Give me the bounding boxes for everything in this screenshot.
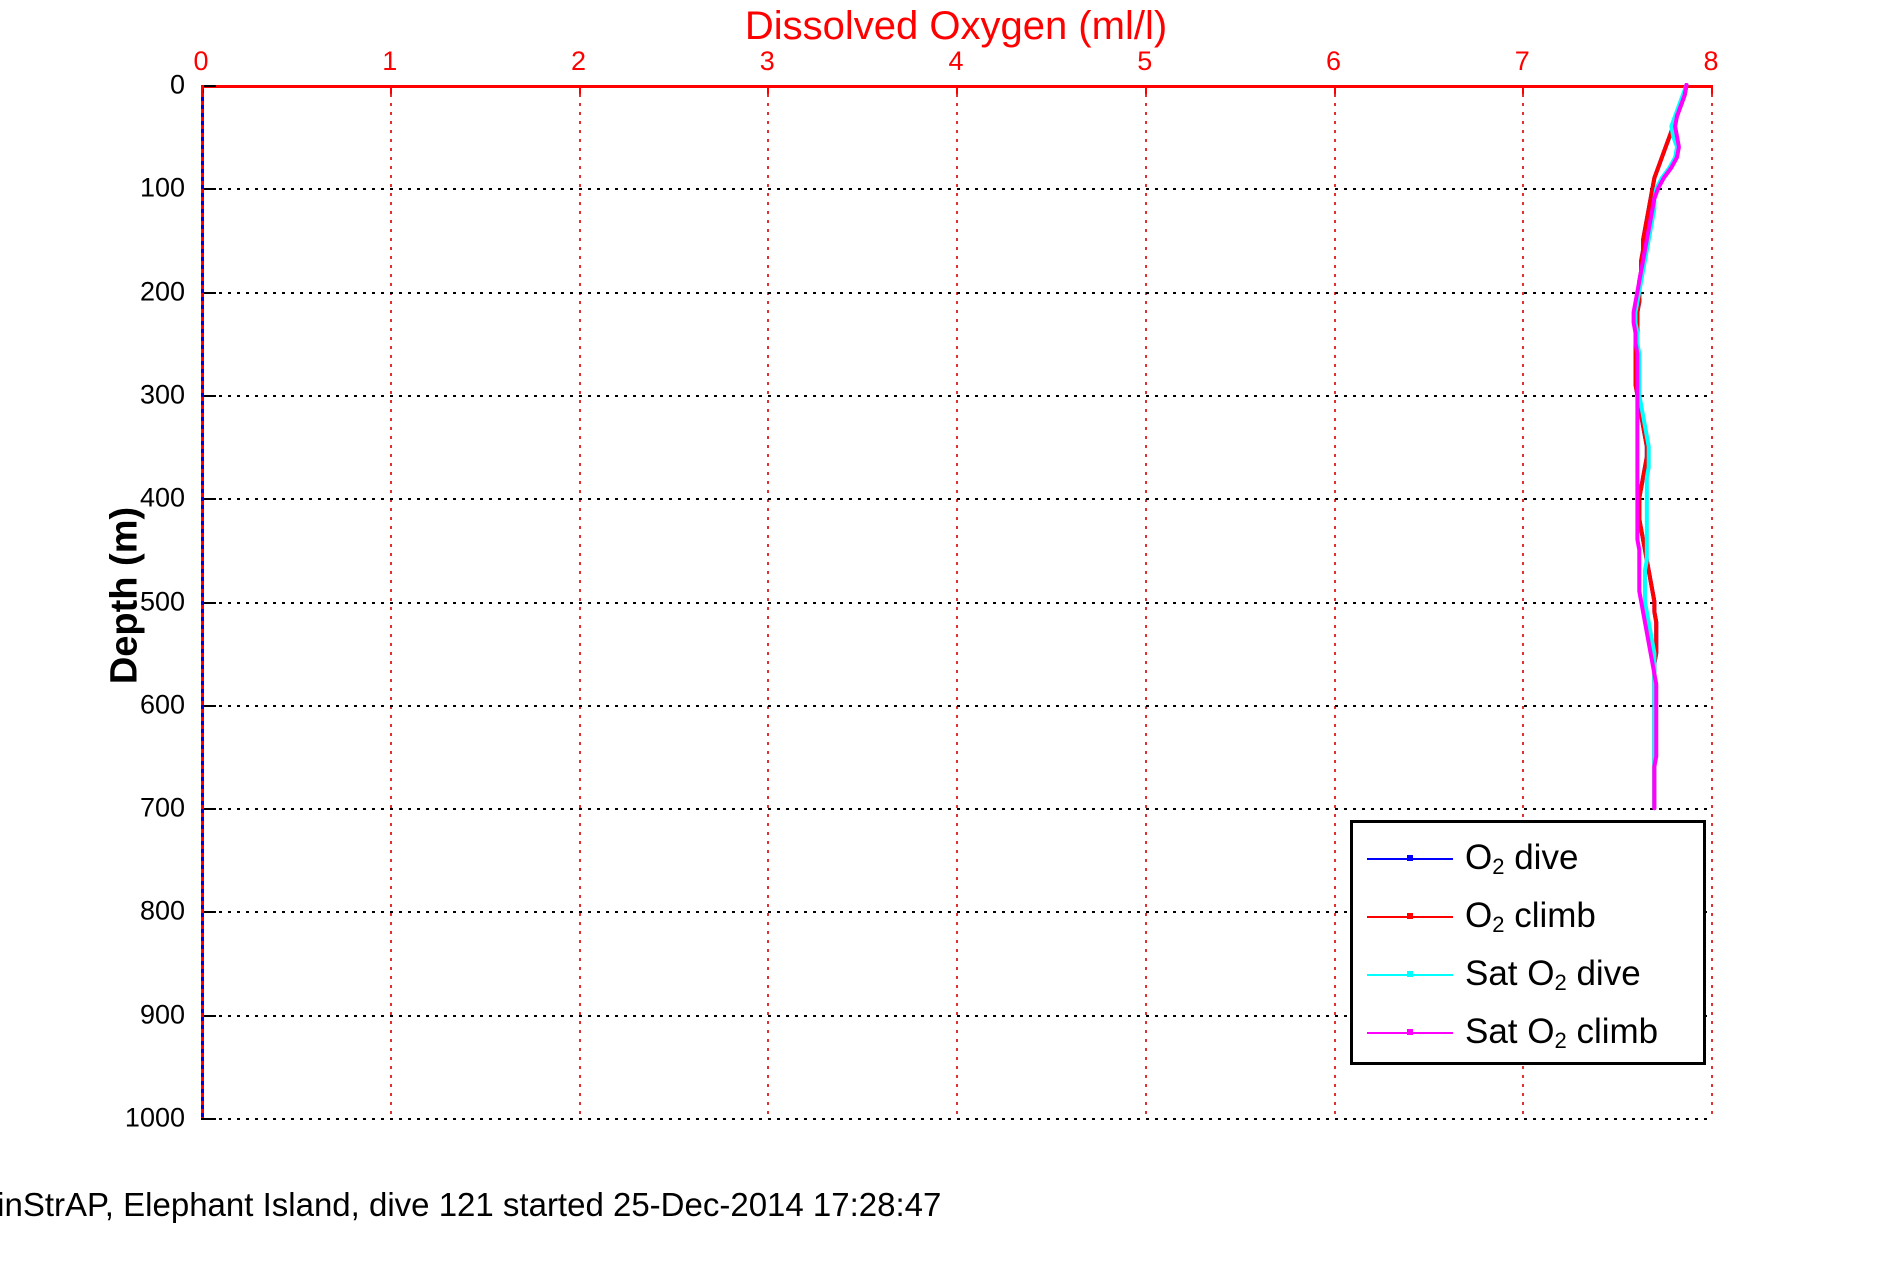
series-line-o2-climb [1633, 83, 1689, 811]
legend-marker-sat-o2-climb [1407, 1029, 1413, 1035]
series-line-sat-o2-climb [1631, 83, 1689, 811]
legend-marker-o2-dive [1407, 855, 1413, 861]
legend-box: O2 dive O2 climb Sat O2 dive Sat O2 climb [1350, 820, 1706, 1065]
figure-caption: ChinStrAP, Elephant Island, dive 121 sta… [0, 1186, 942, 1223]
series-line-sat-o2-dive [1633, 83, 1689, 811]
y-tick-mark [204, 498, 216, 501]
x-tick-mark [956, 85, 958, 94]
y-gridline [201, 1014, 1711, 1017]
y-tick-mark [204, 911, 216, 914]
y-tick-mark [204, 704, 216, 707]
x-tick-label: 4 [948, 46, 964, 76]
x-tick-label: 3 [759, 46, 775, 76]
y-axis-label: Depth (m) [103, 506, 146, 684]
y-tick-label: 0 [169, 69, 185, 100]
y-tick-mark [204, 1118, 216, 1120]
x-tick-mark [767, 85, 770, 94]
legend-marker-o2-climb [1407, 913, 1413, 919]
y-gridline [201, 291, 1711, 294]
x-tick-mark [1522, 85, 1525, 94]
x-tick-label: 7 [1514, 46, 1530, 76]
y-gridline [201, 601, 1711, 604]
legend-label-sat-o2-dive: Sat O2 dive [1465, 954, 1641, 995]
series-line-o2-dive [1633, 83, 1689, 811]
y-gridline [201, 911, 1711, 914]
x-tick-mark [201, 85, 203, 94]
x-tick-label: 6 [1325, 46, 1342, 76]
x-tick-label: 8 [1703, 46, 1719, 76]
data-curves [1631, 83, 1689, 811]
x-tick-mark [578, 85, 581, 94]
y-tick-mark [204, 188, 216, 191]
y-tick-mark [204, 808, 216, 811]
y-gridline [201, 188, 1711, 191]
y-tick-mark [204, 1014, 216, 1017]
y-tick-label: 200 [139, 276, 185, 307]
legend-item-o2-climb[interactable]: O2 climb [1353, 887, 1703, 945]
x-gridline [1711, 85, 1713, 1118]
y-gridline [201, 1118, 1711, 1120]
legend-label-o2-climb: O2 climb [1465, 896, 1596, 937]
y-tick-label: 300 [139, 379, 185, 410]
y-gridline [201, 704, 1711, 707]
x-tick-label: 2 [570, 46, 587, 76]
legend-item-o2-dive[interactable]: O2 dive [1353, 829, 1703, 887]
x-tick-label: 1 [382, 46, 398, 76]
x-tick-mark [1144, 85, 1147, 94]
plot-frame-left [201, 85, 204, 1118]
legend-label-sat-o2-climb: Sat O2 climb [1465, 1012, 1659, 1053]
x-tick-mark [389, 85, 392, 94]
y-tick-label: 1000 [124, 1102, 185, 1133]
y-tick-label: 800 [139, 895, 185, 926]
y-tick-label: 100 [139, 172, 185, 203]
legend-label-o2-dive: O2 dive [1465, 838, 1579, 879]
y-tick-mark [204, 291, 216, 294]
legend-item-sat-o2-climb[interactable]: Sat O2 climb [1353, 1003, 1703, 1061]
y-gridline [201, 394, 1711, 397]
y-tick-label: 500 [139, 586, 185, 616]
x-tick-label: 5 [1137, 46, 1153, 76]
legend-marker-sat-o2-dive [1407, 971, 1413, 977]
y-gridline [201, 808, 1711, 811]
y-tick-label: 700 [139, 792, 185, 823]
y-tick-label: 600 [139, 689, 185, 720]
legend-item-sat-o2-dive[interactable]: Sat O2 dive [1353, 945, 1703, 1003]
chart-title: Dissolved Oxygen (ml/l) [744, 4, 1168, 48]
y-tick-label: 900 [139, 999, 185, 1030]
y-tick-mark [204, 394, 216, 397]
x-tick-label: 0 [193, 46, 209, 76]
x-tick-mark [1711, 85, 1713, 94]
y-tick-mark [204, 601, 216, 604]
x-tick-mark [1333, 85, 1336, 94]
y-tick-mark [204, 85, 216, 87]
y-gridline [201, 498, 1711, 501]
y-tick-label: 400 [139, 482, 185, 513]
